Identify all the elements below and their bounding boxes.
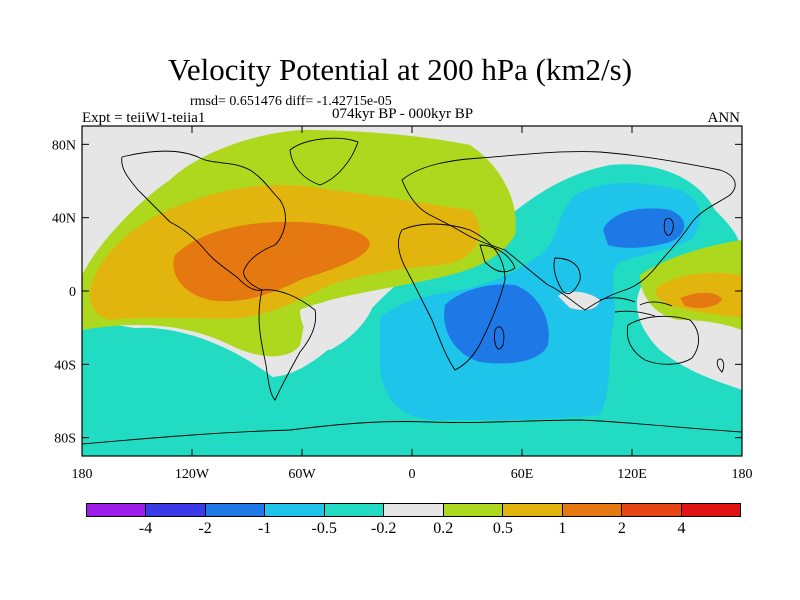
field-negative-east-asia <box>603 208 685 248</box>
colorbar-level-label: 0.5 <box>492 520 513 537</box>
lat-tick-label: 40S <box>54 358 76 373</box>
lon-tick-label: 180 <box>732 467 753 482</box>
colorbar-swatch <box>503 504 563 516</box>
colorbar-swatch <box>681 504 740 516</box>
colorbar-swatch <box>562 504 623 516</box>
lat-tick-label: 80N <box>52 138 76 153</box>
experiment-label: Expt = teiiW1-teiia1 <box>82 110 206 126</box>
field-positive-strong-pacific <box>680 292 722 308</box>
colorbar-level-label: 1 <box>558 520 567 537</box>
colorbar-level-label: -4 <box>138 520 153 537</box>
lon-tick-label: 0 <box>409 467 416 482</box>
colorbar-swatch <box>87 504 147 516</box>
lon-tick-label: 120E <box>617 467 647 482</box>
field-negative-madagascar <box>444 284 549 364</box>
field-near-zero-south-atlantic <box>300 299 375 350</box>
lat-tick-label: 80S <box>54 432 76 447</box>
colorbar-swatch <box>205 504 266 516</box>
colorbar-level-label: 4 <box>677 520 686 537</box>
colorbar-swatch <box>265 504 325 516</box>
colorbar-level-label: -0.2 <box>371 520 397 537</box>
season-label: ANN <box>707 110 741 126</box>
colorbar-swatch <box>384 504 444 516</box>
stats-line: rmsd= 0.651476 diff= -1.42715e-05 <box>190 94 392 109</box>
colorbar <box>86 503 741 517</box>
lon-tick-label: 120W <box>175 467 210 482</box>
period-subtitle: 074kyr BP - 000kyr BP <box>332 106 474 122</box>
lat-tick-label: 0 <box>69 285 76 300</box>
latitude-axis: 80N 40N 0 40S 80S <box>52 138 742 447</box>
field-near-zero-arabian-sea <box>558 291 600 310</box>
colorbar-swatch <box>443 504 504 516</box>
lon-tick-label: 60E <box>511 467 534 482</box>
colorbar-level-label: -2 <box>198 520 212 537</box>
colorbar-swatch <box>622 504 682 516</box>
colorbar-swatch <box>146 504 206 516</box>
colorbar-level-label: -0.5 <box>311 520 337 537</box>
map-field <box>82 126 742 456</box>
lon-tick-label: 180 <box>72 467 93 482</box>
colorbar-level-label: -1 <box>257 520 272 537</box>
longitude-axis: 180 120W 60W 0 60E 120E 180 <box>72 126 753 482</box>
colorbar-level-label: 0.2 <box>433 520 454 537</box>
coastlines <box>82 137 742 445</box>
lat-tick-label: 40N <box>52 212 76 227</box>
field-negative-pacific-tongue <box>82 327 300 402</box>
colorbar-level-label: 2 <box>617 520 626 537</box>
field-positive-strong <box>173 221 370 302</box>
colorbar-swatch <box>324 504 385 516</box>
plot-title: Velocity Potential at 200 hPa (km2/s) <box>167 52 633 87</box>
lon-tick-label: 60W <box>288 467 316 482</box>
